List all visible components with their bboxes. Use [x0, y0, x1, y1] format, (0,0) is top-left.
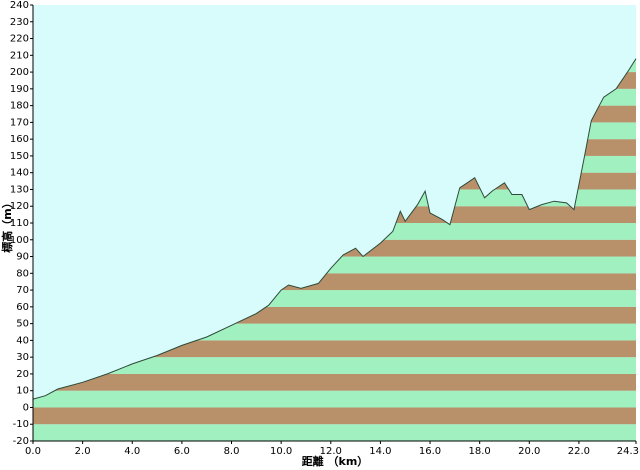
y-tick-label: 70	[16, 285, 29, 296]
y-tick-label: 100	[10, 235, 29, 246]
y-tick-label: 210	[10, 50, 29, 61]
x-tick-label: 6.0	[174, 446, 190, 457]
y-tick-label: 140	[10, 168, 29, 179]
x-tick-label: 12.0	[320, 446, 342, 457]
y-tick-label: 230	[10, 17, 29, 28]
x-tick-label: 4.0	[124, 446, 140, 457]
y-tick-label: 180	[10, 101, 29, 112]
y-tick-label: 50	[16, 319, 29, 330]
stripe	[33, 407, 636, 425]
stripe	[33, 373, 636, 391]
x-tick-label: 18.0	[469, 446, 491, 457]
y-tick-label: 150	[10, 151, 29, 162]
y-tick-label: 20	[16, 369, 29, 380]
elevation-line	[32, 58, 637, 400]
y-tick-label: 130	[10, 184, 29, 195]
x-axis-title: 距離 （km）	[302, 454, 369, 468]
x-tick-label: 2.0	[75, 446, 91, 457]
x-tick-label: 14.0	[369, 446, 391, 457]
stripe	[33, 357, 636, 374]
stripe	[33, 390, 636, 408]
y-tick-label: 190	[10, 84, 29, 95]
x-tick-label: 24.3	[617, 446, 639, 457]
y-tick-label: 10	[16, 386, 29, 397]
y-tick-label: -20	[13, 436, 29, 447]
stripe	[33, 424, 636, 441]
y-tick-label: 90	[16, 252, 29, 263]
y-tick-label: 110	[10, 218, 29, 229]
x-tick-label: 8.0	[224, 446, 240, 457]
y-tick-label: -10	[13, 419, 29, 430]
x-tick-label: 20.0	[518, 446, 540, 457]
y-tick-label: 220	[10, 34, 29, 45]
y-axis-title: 標高（m）	[0, 197, 14, 252]
y-tick-label: 240	[10, 0, 29, 11]
x-tick-label: 10.0	[270, 446, 292, 457]
y-tick-label: 200	[10, 67, 29, 78]
y-tick-label: 60	[16, 302, 29, 313]
y-tick-label: 120	[10, 201, 29, 212]
x-tick-label: 22.0	[568, 446, 590, 457]
y-tick-label: 160	[10, 134, 29, 145]
y-tick-label: 0	[23, 402, 29, 413]
y-tick-label: 40	[16, 335, 29, 346]
y-tick-label: 30	[16, 352, 29, 363]
x-tick-label: 16.0	[419, 446, 441, 457]
y-tick-label: 170	[10, 117, 29, 128]
y-tick-label: 80	[16, 268, 29, 279]
x-tick-label: 0.0	[25, 446, 41, 457]
